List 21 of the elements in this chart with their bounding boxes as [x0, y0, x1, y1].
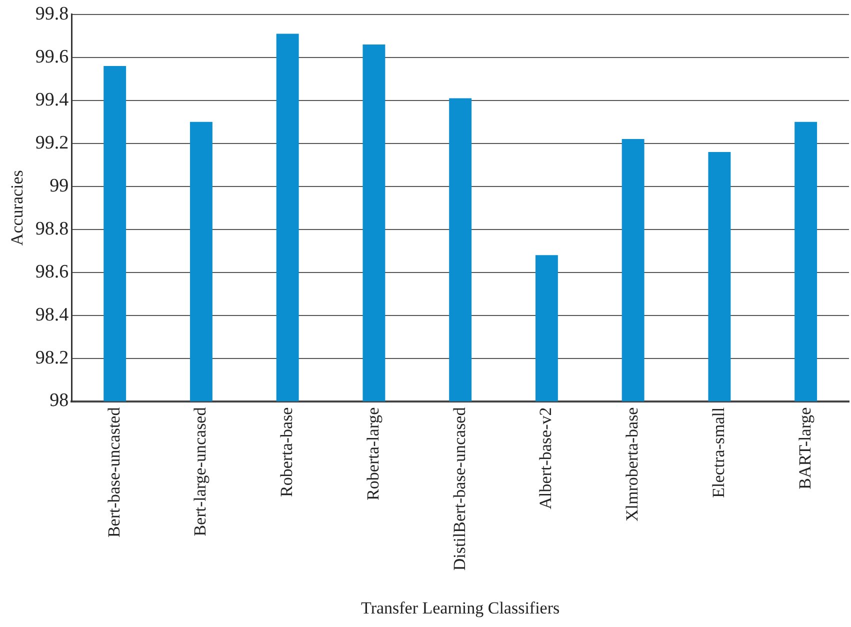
x-tick-label: Albert-base-v2 [536, 407, 556, 510]
x-tick-label: Bert-large-uncased [190, 406, 210, 536]
y-tick-label: 98.6 [35, 261, 69, 282]
x-tick-label: Xlmroberta-base [622, 407, 642, 522]
x-axis-title: Transfer Learning Classifiers [361, 598, 560, 618]
y-tick-label: 98.4 [35, 304, 70, 326]
x-tick-label: Roberta-base [277, 407, 296, 497]
x-tick-label: Bert-base-uncasted [104, 406, 124, 538]
x-tick-label: Roberta-large [363, 407, 382, 500]
x-tick-label: DistilBert-base-uncased [450, 406, 469, 571]
y-tick-label: 99.2 [35, 132, 69, 154]
x-tick-label: BART-large [795, 407, 814, 490]
y-tick-label: 99.4 [35, 89, 70, 110]
y-tick-label: 98.2 [35, 347, 69, 368]
y-tick-label: 99.8 [35, 3, 69, 24]
y-tick-label: 99 [50, 175, 69, 196]
y-tick-label: 99.6 [35, 46, 69, 68]
y-axis-title: Accuracies [8, 170, 27, 246]
y-tick-label: 98.8 [35, 218, 69, 240]
x-tick-label: Electra-small [708, 406, 728, 498]
y-tick-label: 98 [50, 390, 69, 412]
